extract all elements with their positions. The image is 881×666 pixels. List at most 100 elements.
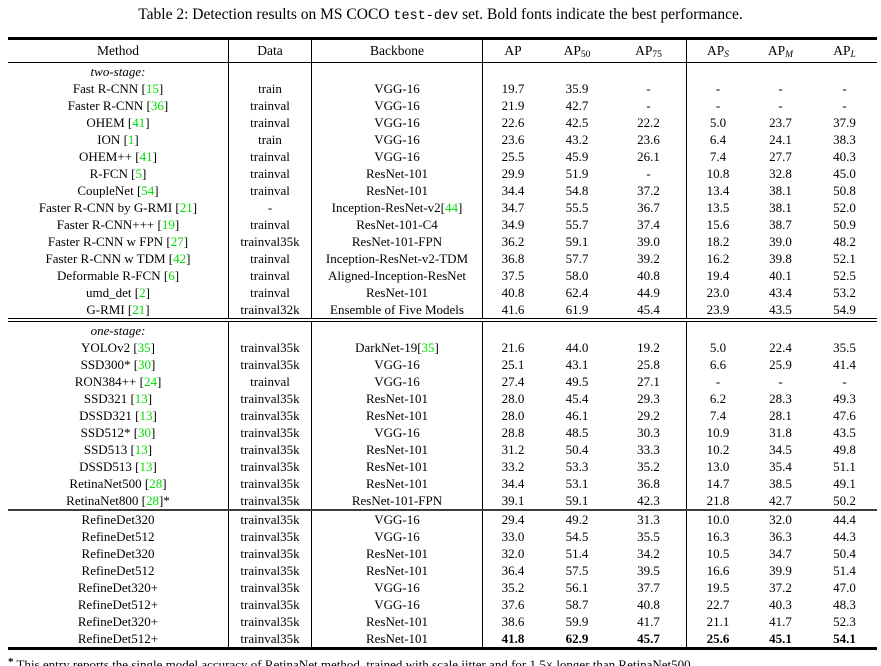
citation-link[interactable]: 19 bbox=[161, 217, 175, 232]
method-name: Faster R-CNN+++ bbox=[56, 217, 155, 232]
method-name: RefineDet320+ bbox=[77, 580, 159, 595]
ap-value-cell: - bbox=[842, 81, 847, 96]
backbone-name: ResNet-101-FPN bbox=[351, 234, 443, 249]
ap-value-cell: 28.8 bbox=[501, 425, 525, 440]
ap-value-cell: 44.9 bbox=[611, 284, 687, 301]
citation-link[interactable]: 27 bbox=[170, 234, 184, 249]
backbone-cell: ResNet-101-C4 bbox=[311, 216, 483, 233]
backbone-cell: ResNet-101 bbox=[311, 613, 483, 630]
col-header-ap75: AP75 bbox=[611, 38, 687, 63]
citation-link[interactable]: 30 bbox=[138, 357, 152, 372]
method-cell: ION [1] bbox=[8, 131, 229, 148]
ap-value-cell: 55.5 bbox=[565, 200, 589, 215]
citation-bracket: [ bbox=[123, 132, 128, 147]
citation-link[interactable]: 36 bbox=[150, 98, 164, 113]
ap-value-cell: 36.4 bbox=[501, 563, 525, 578]
backbone-cell: VGG-16 bbox=[311, 114, 483, 131]
citation-link[interactable]: 21 bbox=[179, 200, 193, 215]
ap-value-cell: 44.3 bbox=[833, 529, 856, 544]
ap-value-cell: 35.4 bbox=[769, 459, 792, 474]
citation-link[interactable]: 13 bbox=[139, 459, 153, 474]
ap-value-cell: 6.6 bbox=[709, 357, 727, 372]
ap-value-cell: 26.1 bbox=[611, 148, 687, 165]
col-header-subscript: 75 bbox=[652, 49, 662, 60]
backbone-name: ResNet-101 bbox=[365, 546, 429, 561]
ap-value-cell: 19.4 bbox=[706, 268, 730, 283]
ap-value-cell: 54.8 bbox=[565, 183, 589, 198]
method-name: DSSD513 bbox=[79, 459, 132, 474]
backbone-name: ResNet-101 bbox=[365, 614, 429, 629]
ap-value-cell: 49.1 bbox=[833, 476, 856, 491]
citation-link[interactable]: 13 bbox=[134, 442, 148, 457]
citation-bracket: ] bbox=[192, 200, 198, 215]
citation-link[interactable]: 35 bbox=[421, 340, 435, 355]
ap-value-cell: 16.6 bbox=[706, 563, 730, 578]
ap-value-cell: 49.2 bbox=[543, 509, 611, 528]
citation-link[interactable]: 42 bbox=[173, 251, 187, 266]
table-row: Deformable R-FCN [6] trainval Aligned-Ince… bbox=[8, 267, 877, 284]
table-row: RetinaNet800 [28]* trainval35k ResNet-101-… bbox=[8, 492, 877, 510]
citation-link[interactable]: 15 bbox=[145, 81, 159, 96]
citation-bracket: [ bbox=[135, 459, 140, 474]
ap-value-cell: 36.2 bbox=[501, 234, 525, 249]
table-row: Faster R-CNN [36] trainval VGG-16 21.9 42.7-… bbox=[8, 97, 877, 114]
backbone-cell: VGG-16 bbox=[311, 424, 483, 441]
citation-link[interactable]: 5 bbox=[135, 166, 143, 181]
header-row: Method Data Backbone AP AP50 AP75 APS APM APL bbox=[8, 38, 877, 63]
ap-value-cell: 22.6 bbox=[501, 115, 525, 130]
citation-link[interactable]: 30 bbox=[138, 425, 152, 440]
backbone-name: ResNet-101 bbox=[365, 391, 429, 406]
ap-value-cell: 28.1 bbox=[769, 408, 792, 423]
method-cell: Deformable R-FCN [6] bbox=[8, 267, 229, 284]
ap-value-cell: 45.4 bbox=[611, 301, 687, 320]
table-row: RefineDet512 trainval35k VGG-16 33.0 54.5 35.… bbox=[8, 528, 877, 545]
citation-link[interactable]: 24 bbox=[143, 374, 157, 389]
ap-value-cell: 37.6 bbox=[501, 597, 525, 612]
citation-link[interactable]: 13 bbox=[139, 408, 153, 423]
data-cell: trainval32k bbox=[228, 301, 312, 320]
citation-link[interactable]: 1 bbox=[127, 132, 135, 147]
ap-value-cell: 36.3 bbox=[769, 529, 792, 544]
citation-bracket: ] bbox=[152, 149, 157, 164]
ap-value-cell: 13.0 bbox=[706, 459, 730, 474]
citation-bracket: ] bbox=[151, 425, 156, 440]
citation-link[interactable]: 6 bbox=[168, 268, 175, 283]
ap-value-cell: 31.3 bbox=[611, 509, 687, 528]
ap-value-cell: 10.5 bbox=[706, 546, 730, 561]
ap-value-cell: 37.4 bbox=[611, 216, 687, 233]
citation-link[interactable]: 21 bbox=[132, 302, 146, 317]
ap-value-cell: - bbox=[842, 98, 847, 113]
ap-value-cell: 59.1 bbox=[565, 493, 589, 508]
citation-bracket: ] bbox=[147, 391, 153, 406]
ap-value-cell: 53.2 bbox=[833, 285, 856, 300]
col-header-label: Data bbox=[257, 43, 283, 58]
citation-link[interactable]: 28 bbox=[149, 476, 163, 491]
ap-value-cell: 37.2 bbox=[769, 580, 792, 595]
citation-bracket: [ bbox=[133, 357, 139, 372]
ap-value-cell: 38.1 bbox=[769, 200, 792, 215]
method-name: Fast R-CNN bbox=[72, 81, 139, 96]
ap-value-cell: 40.8 bbox=[611, 267, 687, 284]
citation-link[interactable]: 41 bbox=[132, 115, 146, 130]
citation-link[interactable]: 13 bbox=[134, 391, 148, 406]
ap-value-cell: 38.3 bbox=[833, 132, 856, 147]
empty-cell bbox=[311, 62, 483, 80]
table-row: Faster R-CNN w FPN [27] trainval35k ResNet… bbox=[8, 233, 877, 250]
citation-link[interactable]: 44 bbox=[445, 200, 459, 215]
ap-value-cell: 53.3 bbox=[565, 459, 589, 474]
method-name: Faster R-CNN w FPN bbox=[47, 234, 164, 249]
empty-cell bbox=[812, 63, 877, 81]
backbone-name: VGG-16 bbox=[374, 115, 420, 130]
method-name: RetinaNet800 bbox=[66, 493, 139, 508]
citation-bracket: ] bbox=[142, 166, 147, 181]
citation-link[interactable]: 41 bbox=[139, 149, 153, 164]
citation-link[interactable]: 28 bbox=[145, 493, 159, 508]
ap-value-cell: 25.8 bbox=[611, 356, 687, 373]
ap-value-cell: 39.0 bbox=[769, 234, 792, 249]
method-cell: RefineDet512 bbox=[8, 528, 229, 545]
citation-link[interactable]: 35 bbox=[137, 340, 151, 355]
citation-link[interactable]: 2 bbox=[139, 285, 146, 300]
citation-link[interactable]: 54 bbox=[141, 183, 155, 198]
table-header: Method Data Backbone AP AP50 AP75 APS APM APL bbox=[8, 38, 877, 63]
